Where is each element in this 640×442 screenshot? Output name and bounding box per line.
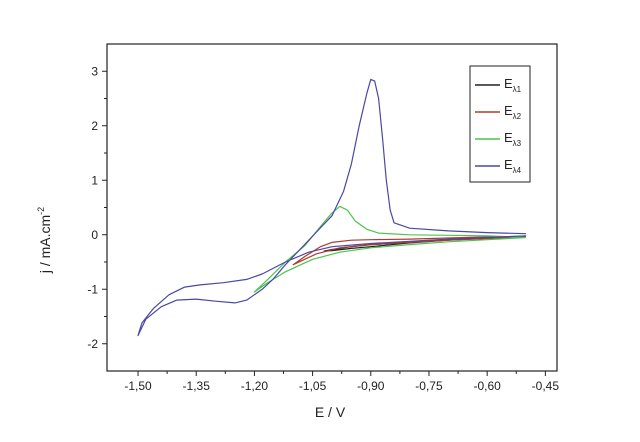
y-axis-label-superscript: -2 xyxy=(36,207,46,215)
x-tick-label: -0,90 xyxy=(357,379,385,393)
series-line-2 xyxy=(292,235,527,266)
x-tick-label: -0,45 xyxy=(532,379,560,393)
x-axis-ticks: -1,50 -1,35 -1,20 -1,05 -0,90 -0,75 -0,60 -0,45 xyxy=(124,371,559,393)
y-tick-label: 1 xyxy=(91,173,98,187)
curve-layer xyxy=(137,78,527,337)
y-axis-ticks: -2 -1 0 1 2 3 xyxy=(87,64,107,351)
y-tick-label: 2 xyxy=(91,119,98,133)
legend-subscript-1: λ1 xyxy=(513,85,522,94)
y-tick-label: 0 xyxy=(91,228,98,242)
x-tick-label: -1,05 xyxy=(299,379,327,393)
x-axis-label: E / V xyxy=(315,404,346,420)
legend-subscript-4: λ4 xyxy=(513,166,522,175)
y-tick-label: 3 xyxy=(91,64,98,78)
series-line-4 xyxy=(137,78,527,337)
x-tick-label: -1,50 xyxy=(124,379,152,393)
x-tick-label: -0,60 xyxy=(473,379,501,393)
legend-subscript-3: λ3 xyxy=(513,139,522,148)
y-axis-label: j / mA.cm-2 xyxy=(36,207,53,274)
x-tick-label: -1,35 xyxy=(183,379,211,393)
x-tick-label: -0,75 xyxy=(415,379,443,393)
x-tick-label: -1,20 xyxy=(241,379,269,393)
legend-box xyxy=(469,65,531,183)
legend-subscript-2: λ2 xyxy=(513,112,522,121)
y-axis-label-text: j / mA.cm xyxy=(37,215,53,274)
y-tick-label: -2 xyxy=(87,337,98,351)
y-tick-label: -1 xyxy=(87,282,98,296)
